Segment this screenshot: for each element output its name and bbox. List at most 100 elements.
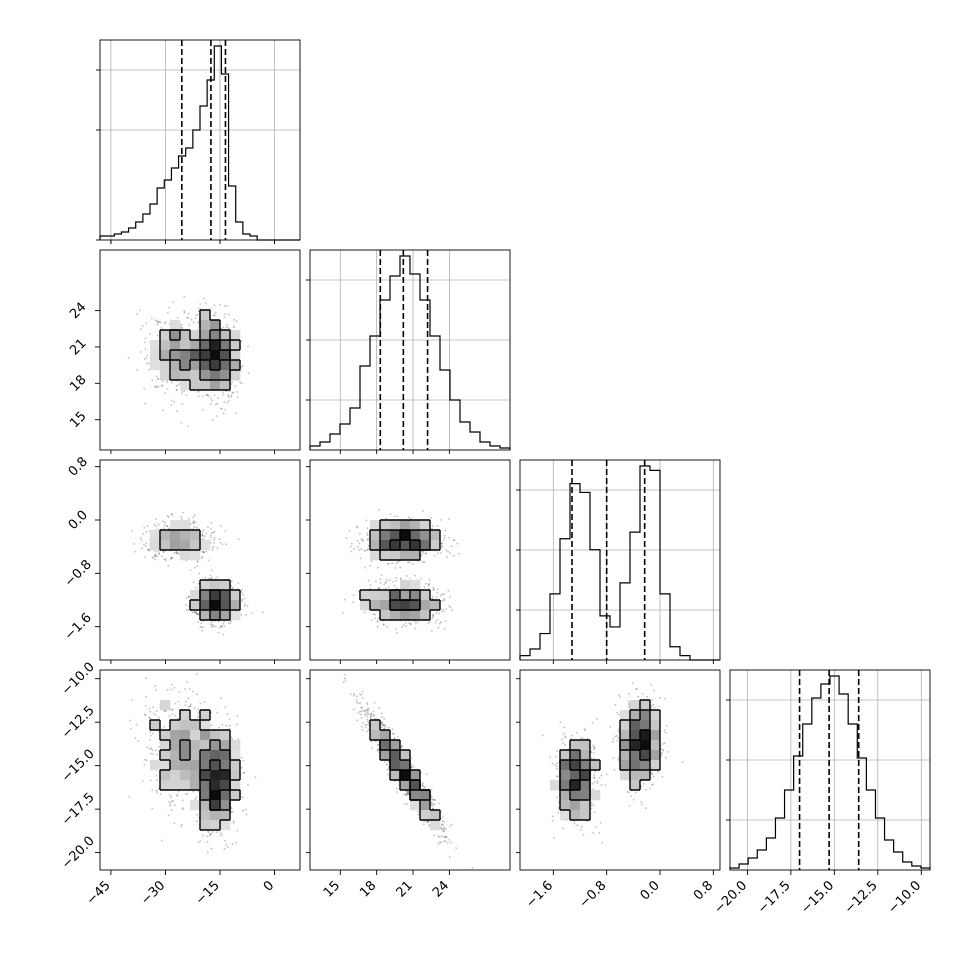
sample-point [188, 595, 190, 598]
sample-point [163, 322, 166, 325]
sample-point [452, 554, 455, 557]
sample-point [143, 358, 146, 360]
sample-point [442, 593, 445, 595]
scatter-body [127, 295, 250, 428]
sample-point [420, 554, 423, 557]
density-cell [400, 580, 411, 591]
sample-point [393, 515, 396, 518]
sample-point [165, 560, 167, 562]
density-cell [190, 530, 201, 541]
sample-point [247, 372, 250, 375]
sample-point [189, 569, 192, 572]
sample-point [432, 615, 434, 618]
sample-point [202, 529, 205, 531]
sample-point [448, 518, 450, 520]
density-cell [210, 610, 221, 621]
sample-point [382, 623, 385, 625]
panel-frame [519, 459, 721, 661]
sample-point [223, 401, 226, 404]
sample-point [154, 555, 157, 558]
sample-point [143, 527, 146, 529]
density-cell [380, 550, 391, 561]
sample-point [171, 556, 174, 559]
sample-point [230, 383, 233, 385]
sample-point [351, 542, 353, 545]
sample-point [161, 384, 164, 386]
density-cell [430, 530, 441, 541]
sample-point [163, 558, 166, 561]
sample-point [176, 410, 178, 413]
sample-point [425, 552, 427, 555]
sample-point [343, 598, 346, 601]
sample-point [201, 531, 204, 534]
sample-point [424, 552, 427, 555]
sample-point [219, 541, 222, 544]
sample-point [199, 303, 202, 305]
sample-point [173, 552, 176, 554]
sample-point [210, 534, 212, 537]
density-cell [420, 600, 431, 611]
sample-point [230, 620, 233, 623]
sample-point [350, 550, 353, 553]
sample-point [376, 620, 379, 623]
sample-point [157, 523, 160, 526]
sample-point [213, 545, 215, 548]
density-cell [160, 540, 171, 551]
sample-point [423, 585, 426, 588]
sample-point [213, 314, 216, 317]
sample-point [183, 389, 186, 392]
sample-point [369, 584, 372, 586]
density-cell [390, 520, 401, 531]
sample-point [443, 599, 446, 602]
sample-point [182, 808, 184, 811]
sample-point [144, 705, 147, 707]
density-cell [210, 600, 221, 611]
sample-point [431, 630, 433, 633]
sample-point [217, 631, 220, 634]
sample-point [357, 546, 359, 548]
sample-point [196, 526, 198, 529]
sample-point [180, 326, 183, 329]
sample-point [367, 549, 369, 552]
sample-point [375, 580, 377, 583]
sample-point [211, 623, 214, 626]
sample-point [431, 597, 433, 600]
density-cell [410, 580, 421, 591]
sample-point [185, 394, 188, 397]
sample-point [192, 321, 195, 324]
sample-point [442, 608, 444, 610]
contour-level-1 [169, 329, 231, 381]
sample-point [162, 550, 165, 553]
sample-point [440, 610, 443, 612]
sample-point [219, 625, 222, 628]
sample-point [184, 704, 187, 706]
sample-point [155, 550, 158, 553]
sample-point [158, 552, 161, 555]
sample-point [458, 552, 460, 555]
sample-point [379, 578, 382, 581]
density-cell [170, 320, 181, 331]
sample-point [154, 385, 156, 388]
sample-point [445, 549, 448, 551]
sample-point [146, 746, 149, 749]
sample-point [227, 313, 230, 316]
sample-point [158, 320, 161, 323]
sample-point [234, 385, 237, 388]
sample-point [397, 560, 399, 563]
density-cell [210, 350, 221, 361]
density-cell [370, 520, 381, 531]
sample-point [440, 519, 442, 521]
sample-point [200, 622, 203, 625]
sample-point [412, 562, 414, 565]
sample-point [254, 776, 257, 779]
sample-point [222, 326, 225, 329]
sample-point [195, 612, 198, 615]
density-cell [200, 540, 211, 551]
sample-point [427, 583, 430, 586]
sample-point [185, 597, 188, 600]
scatter-panel-1-0 [99, 249, 301, 451]
sample-point [145, 695, 148, 698]
sample-point [377, 566, 379, 569]
sample-point [437, 626, 440, 629]
sample-point [155, 525, 157, 528]
